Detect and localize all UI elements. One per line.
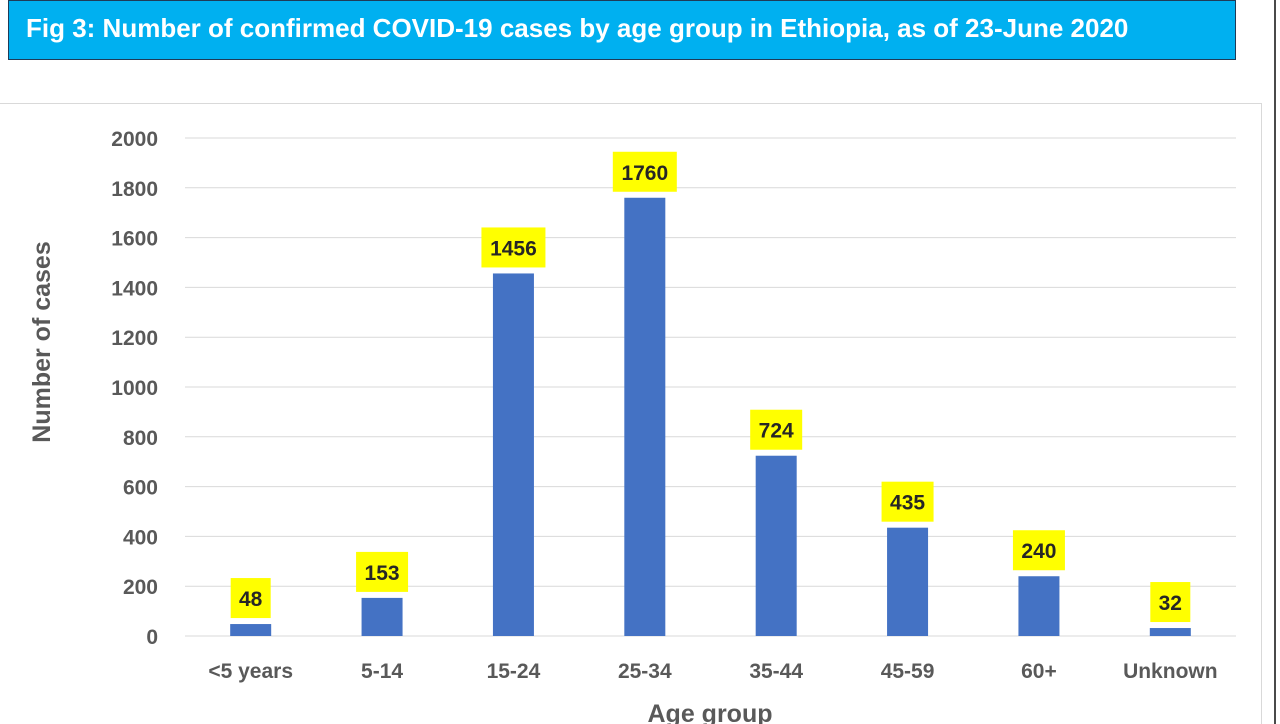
data-label: 1456 [490, 237, 537, 260]
data-label: 153 [365, 562, 400, 585]
bar-1 [361, 597, 403, 636]
figure-title: Fig 3: Number of confirmed COVID-19 case… [26, 13, 1129, 43]
y-tick-label: 600 [123, 477, 158, 500]
data-label: 435 [890, 492, 925, 515]
y-axis-title: Number of cases [28, 241, 56, 442]
bar-6 [1018, 576, 1060, 636]
data-label-box [481, 227, 546, 268]
x-tick-label: 35-44 [749, 660, 803, 683]
data-label: 240 [1021, 540, 1056, 563]
y-tick-label: 1800 [111, 178, 158, 201]
x-tick-label: 45-59 [881, 660, 935, 683]
bar-3 [624, 197, 666, 636]
data-label: 724 [759, 420, 794, 443]
bar-5 [887, 527, 929, 636]
y-tick-label: 1000 [111, 377, 158, 400]
bar-2 [492, 273, 534, 636]
chart-frame-right-border [1261, 103, 1262, 724]
x-axis-ticks: <5 years 5-14 15-24 25-34 35-44 45-59 60+ Unkno… [208, 660, 1217, 683]
x-axis-title: Age group [648, 700, 773, 724]
figure-title-bar: Fig 3: Number of confirmed COVID-19 case… [8, 0, 1236, 60]
gridlines [185, 137, 1236, 637]
y-tick-label: 800 [123, 427, 158, 450]
x-tick-label: Unknown [1123, 660, 1218, 683]
y-tick-label: 200 [123, 576, 158, 599]
bar-4 [755, 455, 797, 636]
data-label: 32 [1159, 592, 1182, 615]
data-label-box [356, 551, 409, 592]
bar-7 [1149, 628, 1191, 636]
data-label-box [881, 481, 934, 522]
x-tick-label: 60+ [1021, 660, 1057, 683]
data-label-box [1150, 582, 1191, 623]
x-tick-label: 5-14 [361, 660, 403, 683]
data-label-box [750, 409, 803, 450]
data-label-box [612, 151, 677, 192]
y-tick-label: 1200 [111, 327, 158, 350]
x-tick-label: 15-24 [487, 660, 541, 683]
data-label-box [1012, 530, 1065, 571]
y-tick-label: 0 [146, 626, 158, 649]
y-tick-label: 400 [123, 526, 158, 549]
data-label: 48 [239, 588, 263, 611]
bars [230, 197, 1191, 636]
x-tick-label: 25-34 [618, 660, 672, 683]
chart-frame-top-border [0, 103, 1262, 104]
data-labels: 48 153 1456 1760 724 435 240 32 [230, 151, 1191, 623]
y-tick-label: 1400 [111, 277, 158, 300]
y-tick-label: 2000 [111, 128, 158, 151]
data-label-box [230, 578, 271, 619]
bar-0 [230, 624, 272, 636]
page-edge [1274, 0, 1280, 724]
y-axis-ticks: 0 200 400 600 800 1000 1200 1400 1600 1800 2000 [111, 128, 158, 649]
data-label: 1760 [621, 162, 668, 185]
y-tick-label: 1600 [111, 228, 158, 251]
x-tick-label: <5 years [208, 660, 293, 683]
